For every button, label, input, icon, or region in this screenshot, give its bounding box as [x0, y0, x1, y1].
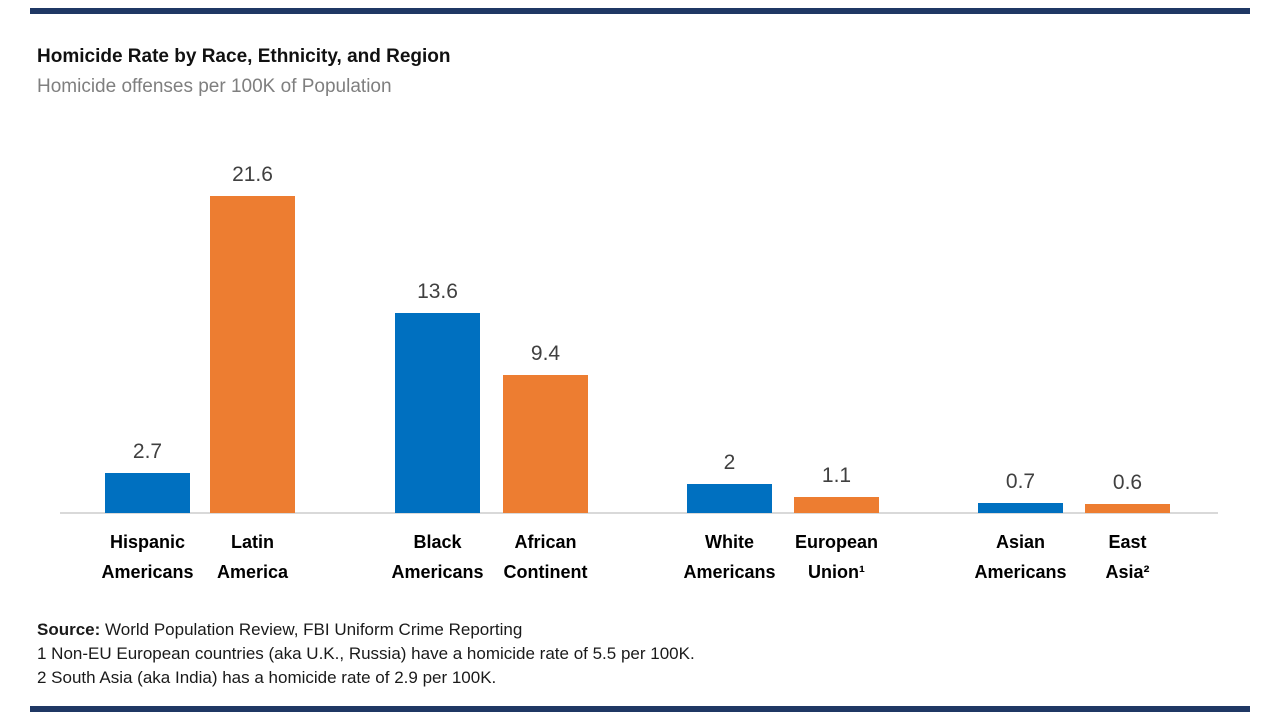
footnotes: Source: World Population Review, FBI Uni…: [37, 618, 695, 690]
category-label-black-americans: Black Americans: [391, 532, 484, 582]
top-accent-bar: [30, 8, 1250, 14]
value-label-east-asia: 0.6: [1112, 471, 1143, 494]
category-label-asian-americans: Asian Americans: [974, 532, 1067, 582]
bar-african-continent: [503, 375, 588, 513]
category-label-latin-america: Latin America: [216, 532, 289, 582]
bar-european-union: [794, 497, 879, 513]
bottom-accent-bar: [30, 706, 1250, 712]
value-label-white-americans: 2: [723, 451, 736, 474]
bar-white-americans: [687, 484, 772, 513]
category-label-african-continent: African Continent: [503, 532, 588, 582]
category-label-white-americans: White Americans: [683, 532, 776, 582]
chart-subtitle: Homicide offenses per 100K of Population: [37, 76, 392, 97]
value-label-african-continent: 9.4: [530, 342, 561, 365]
footnote-2: 2 South Asia (aka India) has a homicide …: [37, 668, 497, 687]
footnote-1: 1 Non-EU European countries (aka U.K., R…: [37, 644, 695, 663]
bar-asian-americans: [978, 503, 1063, 513]
value-label-latin-america: 21.6: [232, 163, 273, 186]
source-text: World Population Review, FBI Uniform Cri…: [100, 620, 523, 639]
source-label: Source:: [37, 620, 101, 639]
value-label-black-americans: 13.6: [417, 280, 458, 303]
category-label-european-union: European Union¹: [794, 532, 878, 582]
category-label-hispanic-americans: Hispanic Americans: [101, 532, 194, 582]
bar-black-americans: [395, 313, 480, 513]
category-label-east-asia: East Asia²: [1105, 532, 1150, 582]
value-label-european-union: 1.1: [821, 464, 852, 487]
source-note: Source: World Population Review, FBI Uni…: [37, 618, 695, 642]
bar-east-asia: [1085, 504, 1170, 513]
value-label-asian-americans: 0.7: [1005, 470, 1036, 493]
x-axis-line: [60, 512, 1218, 514]
chart-title: Homicide Rate by Race, Ethnicity, and Re…: [37, 46, 451, 67]
bar-hispanic-americans: [105, 473, 190, 513]
bar-latin-america: [210, 196, 295, 513]
value-label-hispanic-americans: 2.7: [132, 440, 163, 463]
